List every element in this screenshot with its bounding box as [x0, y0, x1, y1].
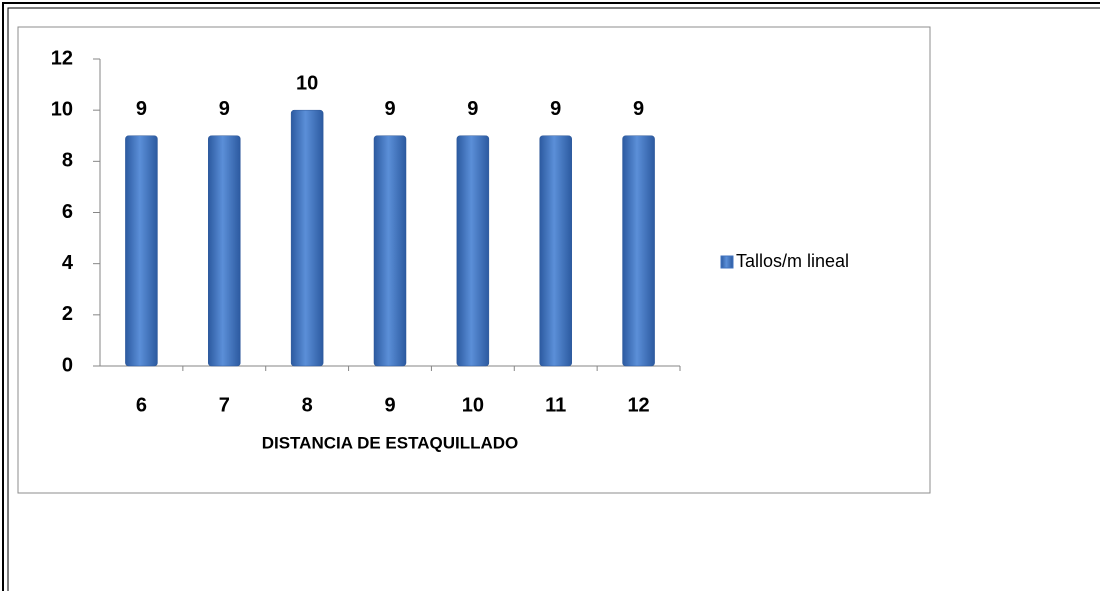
bar	[290, 109, 324, 367]
bar	[456, 135, 490, 367]
legend-label: Tallos/m lineal	[736, 251, 849, 271]
value-label: 9	[633, 98, 644, 120]
bar	[622, 135, 655, 367]
y-tick-label: 6	[62, 201, 73, 223]
bar	[208, 135, 241, 367]
legend-swatch	[720, 255, 734, 269]
x-tick-label: 6	[136, 394, 147, 416]
value-label: 9	[384, 98, 395, 120]
bar	[539, 135, 572, 367]
bar	[125, 135, 158, 367]
x-axis-title: DISTANCIA DE ESTAQUILLADO	[262, 433, 519, 452]
x-tick-label: 8	[302, 394, 313, 416]
y-tick-label: 8	[62, 150, 73, 172]
y-tick-label: 0	[62, 354, 73, 376]
x-tick-label: 12	[627, 394, 649, 416]
x-tick-label: 10	[462, 394, 484, 416]
y-tick-label: 12	[51, 47, 73, 69]
value-label: 9	[136, 98, 147, 120]
x-tick-label: 9	[384, 394, 395, 416]
y-tick-label: 10	[51, 98, 73, 120]
y-tick-label: 4	[62, 252, 74, 274]
value-label: 9	[550, 98, 561, 120]
x-tick-label: 11	[545, 394, 566, 416]
x-tick-label: 7	[219, 394, 230, 416]
bar	[373, 135, 407, 367]
frame-inner	[7, 7, 1100, 591]
value-label: 9	[467, 98, 478, 120]
value-label: 9	[219, 98, 230, 120]
value-label: 10	[296, 72, 318, 94]
y-tick-label: 2	[62, 303, 73, 325]
